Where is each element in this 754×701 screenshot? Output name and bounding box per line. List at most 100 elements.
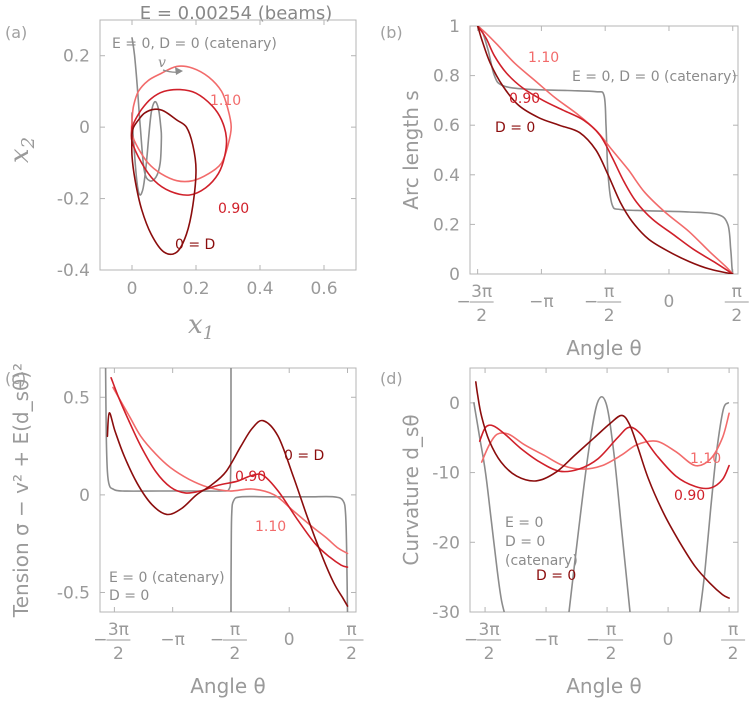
annotation-e-0: E = 0 bbox=[505, 515, 543, 531]
annotation-0-90: 0.90 bbox=[509, 91, 540, 107]
y-tick-label: 0.4 bbox=[433, 166, 460, 186]
x-tick-label: −π bbox=[529, 292, 553, 312]
series-line-d-0 bbox=[106, 412, 349, 607]
series-line-d-1-10 bbox=[480, 412, 730, 470]
annotation-catenary: (catenary) bbox=[505, 553, 578, 569]
svg-text:Angle θ: Angle θ bbox=[566, 674, 642, 698]
figure-title: E = 0.00254 (beams) bbox=[140, 3, 333, 24]
svg-text:Angle θ: Angle θ bbox=[566, 336, 642, 360]
y-tick-label: 0.2 bbox=[433, 215, 460, 235]
svg-text:2: 2 bbox=[230, 644, 241, 664]
y-axis-label: Curvature d_sθ bbox=[399, 414, 423, 565]
annotation-0-d: 0 = D bbox=[284, 448, 324, 464]
plot-frame bbox=[99, 19, 357, 271]
svg-text:−: − bbox=[586, 630, 600, 650]
panel-a: (a) 0 0.2 0.4 0.6 -0.4 -0.2 0 0.2 x1 x2 E = 0, D = … bbox=[5, 19, 357, 344]
x-axis-label: Angle θ bbox=[566, 336, 642, 360]
series-line-catenary bbox=[104, 368, 232, 492]
svg-text:π: π bbox=[230, 620, 240, 640]
x-tick-label: 0.2 bbox=[182, 279, 209, 299]
annotation-0-90: 0.90 bbox=[218, 201, 249, 217]
x-axis-label: Angle θ bbox=[190, 674, 266, 698]
x-tick-label: π 2− bbox=[586, 620, 624, 664]
y-axis-label: Arc length s bbox=[399, 90, 423, 209]
series-line-d-0 bbox=[476, 26, 734, 274]
svg-text:π: π bbox=[606, 620, 616, 640]
svg-text:2: 2 bbox=[731, 306, 742, 326]
series-line-d-0 bbox=[130, 108, 197, 256]
svg-text:2: 2 bbox=[346, 644, 357, 664]
y-axis-label: Tension σ − v² + E(d_sθ)² bbox=[9, 363, 33, 618]
annotation-1-10: 1.10 bbox=[210, 93, 241, 109]
x-tick-label: 0 bbox=[284, 630, 295, 650]
y-tick-label: -0.5 bbox=[57, 583, 90, 603]
annotation-1-10: 1.10 bbox=[255, 519, 286, 535]
svg-text:π: π bbox=[732, 282, 742, 302]
x-tick-label: 3π 2− bbox=[457, 282, 494, 326]
svg-text:3π: 3π bbox=[471, 282, 492, 302]
x-tick-label: 3π 2− bbox=[93, 620, 131, 664]
panel-label: (d) bbox=[380, 369, 403, 388]
svg-text:2: 2 bbox=[484, 644, 495, 664]
svg-text:π: π bbox=[728, 620, 738, 640]
y-tick-label: -30 bbox=[432, 603, 460, 623]
svg-text:π: π bbox=[604, 282, 614, 302]
plot-frame bbox=[469, 367, 739, 613]
annotation-0-90: 0.90 bbox=[235, 469, 266, 485]
y-tick-label: 0.8 bbox=[433, 67, 460, 87]
series-line-catenary-1 bbox=[473, 402, 505, 612]
series-line-d-1-10 bbox=[112, 386, 349, 555]
x-tick-label: π 2− bbox=[210, 620, 247, 664]
svg-text:Angle θ: Angle θ bbox=[190, 674, 266, 698]
x-tick-label: π 2− bbox=[584, 282, 622, 326]
y-axis-label: x2 bbox=[5, 137, 39, 163]
annotation-e-0-catenary: E = 0 (catenary) bbox=[109, 570, 225, 586]
annotation-d-0: D = 0 bbox=[495, 120, 535, 136]
series-line-d-1-10 bbox=[476, 26, 734, 274]
plot-frame bbox=[99, 367, 357, 613]
y-tick-label: 0 bbox=[79, 118, 90, 138]
series-group bbox=[476, 26, 734, 274]
series-line-catenary-3 bbox=[699, 402, 730, 612]
annotation-d-0: D = 0 bbox=[109, 588, 149, 604]
svg-text:−: − bbox=[210, 630, 224, 650]
x-tick-label: 0 bbox=[127, 279, 138, 299]
svg-text:−: − bbox=[457, 292, 471, 312]
panel-label: (a) bbox=[5, 23, 27, 42]
svg-text:3π: 3π bbox=[108, 620, 129, 640]
svg-text:Arc length s: Arc length s bbox=[399, 90, 423, 209]
x-tick-label: π2 bbox=[724, 282, 749, 326]
panel-label: (c) bbox=[5, 369, 26, 388]
x-tick-label: π2 bbox=[339, 620, 364, 664]
svg-text:Tension σ − v² + E(d_sθ)²: Tension σ − v² + E(d_sθ)² bbox=[9, 363, 33, 618]
annotation-e-0-d-0-catenary: E = 0, D = 0 (catenary) bbox=[112, 36, 277, 52]
panel-label: (b) bbox=[380, 23, 403, 42]
svg-text:2: 2 bbox=[728, 644, 739, 664]
annotation-1-10: 1.10 bbox=[528, 50, 559, 66]
svg-text:2: 2 bbox=[476, 306, 487, 326]
x-axis-label: Angle θ bbox=[566, 674, 642, 698]
series-group bbox=[130, 37, 232, 256]
svg-text:−: − bbox=[93, 630, 107, 650]
annotation-1-10: 1.10 bbox=[690, 451, 721, 467]
svg-text:Curvature d_sθ: Curvature d_sθ bbox=[399, 414, 423, 565]
plot-frame bbox=[469, 25, 739, 275]
y-tick-label: 1 bbox=[449, 17, 460, 37]
series-line-catenary bbox=[476, 26, 734, 274]
y-tick-label: 0 bbox=[79, 486, 90, 506]
annotation-d-0: D = 0 bbox=[505, 534, 545, 550]
annotation-0-90: 0.90 bbox=[674, 488, 705, 504]
x-tick-label: 0.4 bbox=[246, 279, 273, 299]
y-tick-label: 0.5 bbox=[63, 388, 90, 408]
svg-text:π: π bbox=[346, 620, 356, 640]
series-line-d-1-10 bbox=[130, 65, 232, 183]
svg-text:2: 2 bbox=[604, 306, 615, 326]
annotation-0-d: 0 = D bbox=[175, 237, 215, 253]
y-tick-label: -10 bbox=[432, 464, 460, 484]
x-tick-label: 0.6 bbox=[310, 279, 337, 299]
series-line-catenary-2 bbox=[568, 395, 631, 612]
